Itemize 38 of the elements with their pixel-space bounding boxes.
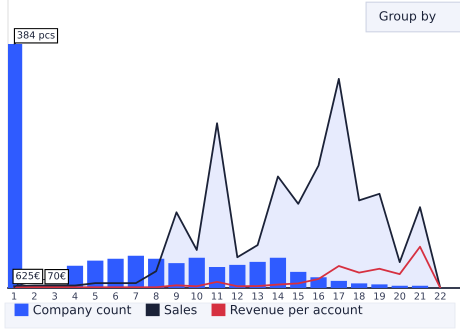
x-tick-label: 8 [154,292,159,300]
bar [371,284,388,288]
x-tick-label: 15 [293,292,304,300]
bar [229,264,246,288]
x-tick-label: 10 [192,292,202,300]
x-tick-label: 6 [113,292,118,300]
x-tick-label: 4 [72,292,78,300]
annotation: 384 pcs [18,31,55,40]
legend-label: Sales [164,304,197,314]
text: Group by [380,10,436,24]
bar [351,283,368,288]
x-tick-label: 1 [12,292,16,300]
annotation: 70€ [48,272,66,280]
x-tick-label: 21 [414,292,426,300]
x-tick-label: 20 [394,292,406,300]
x-tick-label: 16 [313,292,324,300]
x-tick-label: 19 [374,292,385,300]
bar [270,258,286,288]
bar [188,258,205,288]
bar [208,267,226,288]
x-tick-label: 13 [252,292,264,300]
bar [330,280,347,288]
legend-label: Revenue per account [230,305,362,317]
x-tick-label: 7 [134,292,138,300]
legend-label: Company count [33,304,132,317]
x-tick-label: 11 [212,292,222,300]
annotation: 625€ [16,272,40,280]
x-tick-label: 5 [92,292,98,300]
x-tick-label: 18 [354,292,365,300]
x-tick-label: 22 [434,292,446,300]
x-tick-label: 2 [32,292,37,300]
x-tick-label: 9 [174,292,179,300]
x-tick-label: 3 [52,292,57,300]
bar [250,262,266,288]
x-tick-label: 17 [334,292,344,300]
x-tick-label: 14 [272,292,284,300]
x-tick-label: 12 [232,292,243,300]
bar [168,263,185,288]
